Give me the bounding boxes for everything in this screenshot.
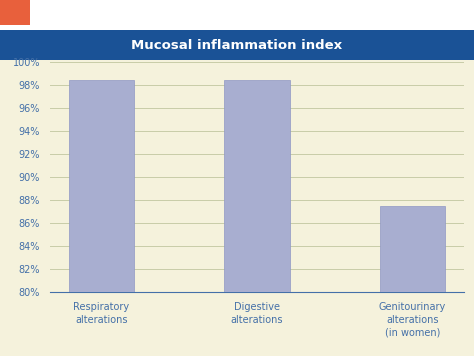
Bar	[69, 79, 134, 292]
Bar	[380, 206, 445, 292]
Text: Mucosal inflammation index: Mucosal inflammation index	[131, 39, 343, 52]
Bar	[224, 79, 290, 292]
